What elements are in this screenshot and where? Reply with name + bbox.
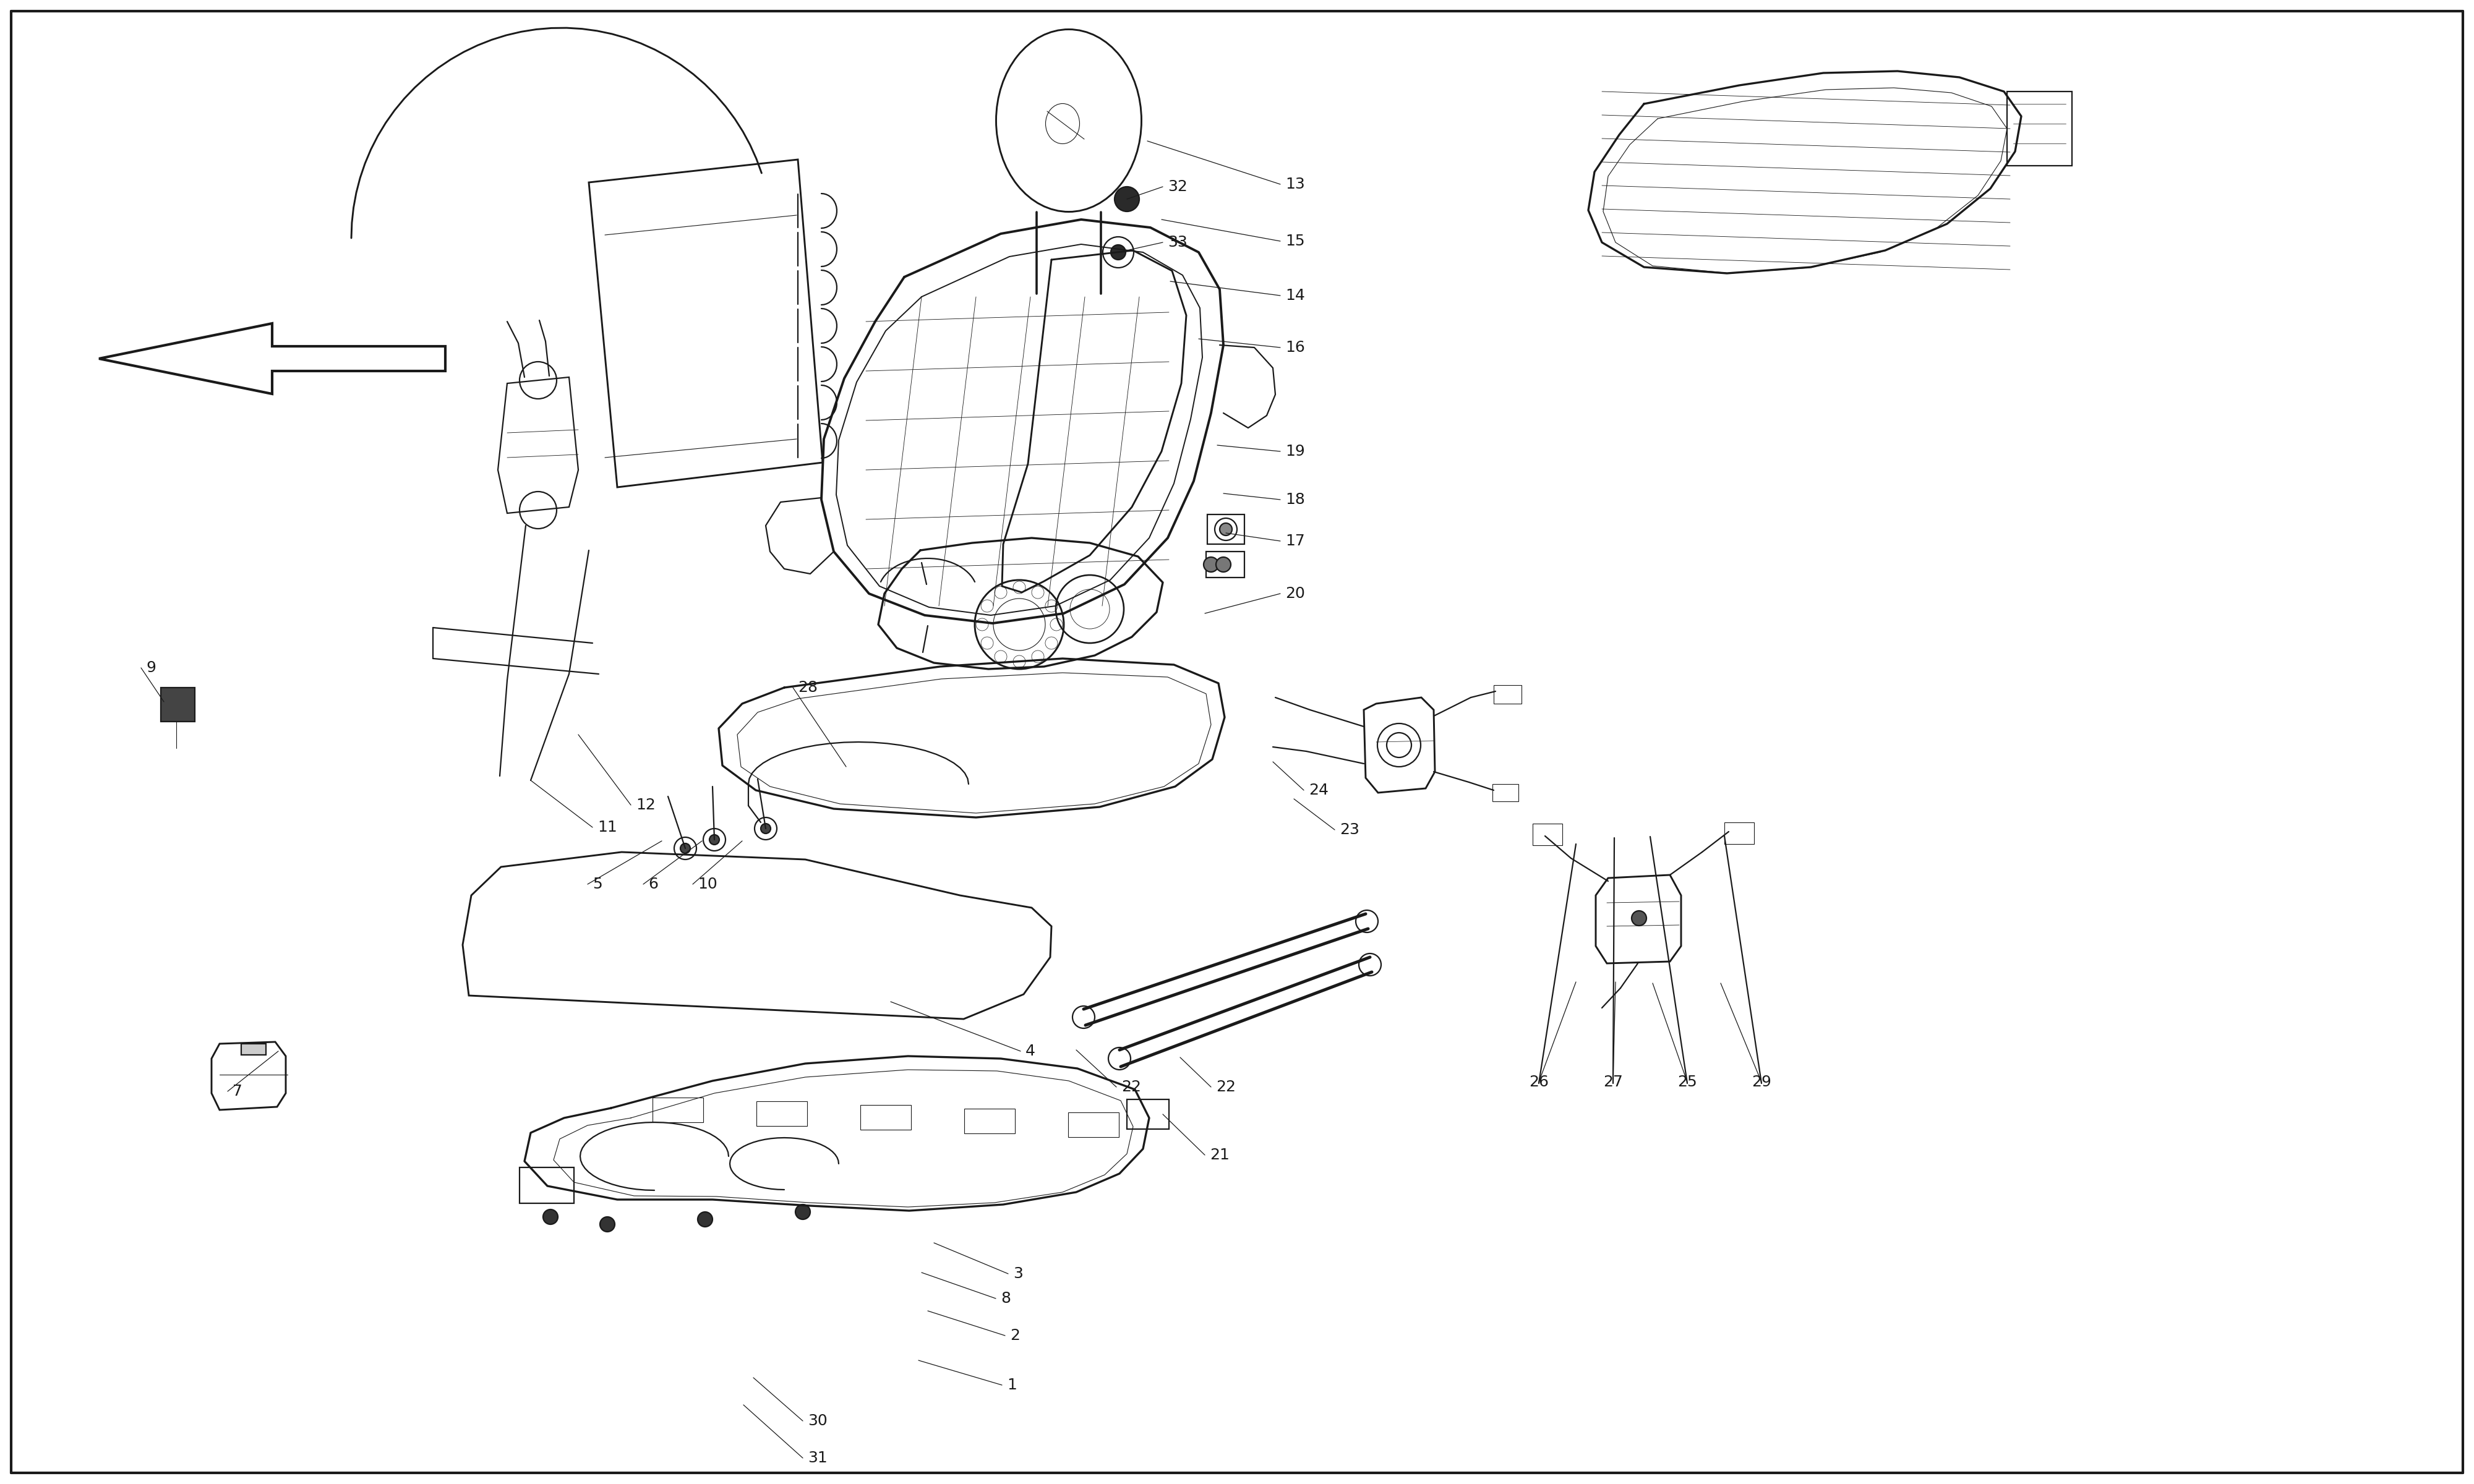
Text: 19: 19 <box>1286 444 1304 459</box>
Circle shape <box>710 834 720 844</box>
Text: 21: 21 <box>1210 1147 1230 1162</box>
Text: 14: 14 <box>1286 288 1304 303</box>
Circle shape <box>1217 556 1232 571</box>
Text: 4: 4 <box>1027 1043 1034 1058</box>
Bar <box>1207 515 1244 545</box>
Bar <box>1207 552 1244 577</box>
Text: 18: 18 <box>1286 493 1304 508</box>
Text: 2: 2 <box>1009 1328 1019 1343</box>
Text: 5: 5 <box>594 877 601 892</box>
Text: 10: 10 <box>698 877 717 892</box>
Text: 24: 24 <box>1309 784 1329 798</box>
Circle shape <box>599 1217 614 1232</box>
Text: 8: 8 <box>999 1291 1012 1306</box>
Text: 13: 13 <box>1286 177 1304 191</box>
Text: 3: 3 <box>1014 1266 1022 1281</box>
Circle shape <box>762 824 772 834</box>
Text: 6: 6 <box>648 877 658 892</box>
Bar <box>757 1101 807 1126</box>
Bar <box>965 1109 1014 1134</box>
Text: 25: 25 <box>1677 1074 1697 1089</box>
Text: 12: 12 <box>636 798 656 813</box>
Bar <box>1492 784 1519 801</box>
Text: 15: 15 <box>1286 233 1304 248</box>
Text: 26: 26 <box>1529 1074 1549 1089</box>
Text: 30: 30 <box>807 1413 826 1428</box>
Bar <box>242 1043 267 1055</box>
Text: 17: 17 <box>1286 534 1304 549</box>
Text: 32: 32 <box>1168 180 1188 194</box>
Bar <box>161 687 195 721</box>
Text: 31: 31 <box>807 1451 826 1466</box>
Text: 16: 16 <box>1286 340 1304 355</box>
Text: 9: 9 <box>146 660 156 675</box>
Bar <box>2006 92 2073 166</box>
Bar <box>520 1168 574 1204</box>
Circle shape <box>797 1205 811 1220</box>
Text: 33: 33 <box>1168 234 1188 249</box>
Text: 1: 1 <box>1007 1377 1017 1392</box>
Bar <box>1534 824 1564 846</box>
Text: 23: 23 <box>1341 822 1358 837</box>
Text: 22: 22 <box>1121 1080 1141 1095</box>
Circle shape <box>1202 556 1217 571</box>
Circle shape <box>680 843 690 853</box>
Bar <box>653 1098 703 1122</box>
Text: 27: 27 <box>1603 1074 1623 1089</box>
Circle shape <box>544 1209 559 1224</box>
Circle shape <box>1113 187 1138 211</box>
Bar <box>1069 1113 1118 1137</box>
Text: 11: 11 <box>599 819 616 834</box>
Circle shape <box>1633 911 1648 926</box>
Bar <box>861 1106 910 1129</box>
Bar <box>1128 1100 1170 1129</box>
Circle shape <box>1220 522 1232 536</box>
Bar <box>1724 822 1754 844</box>
Text: 20: 20 <box>1286 586 1304 601</box>
Text: 28: 28 <box>797 680 816 695</box>
Text: 7: 7 <box>233 1083 242 1098</box>
Text: 22: 22 <box>1217 1080 1237 1095</box>
Circle shape <box>698 1212 713 1227</box>
Circle shape <box>1111 245 1126 260</box>
Bar <box>1494 686 1522 703</box>
Text: 29: 29 <box>1752 1074 1771 1089</box>
